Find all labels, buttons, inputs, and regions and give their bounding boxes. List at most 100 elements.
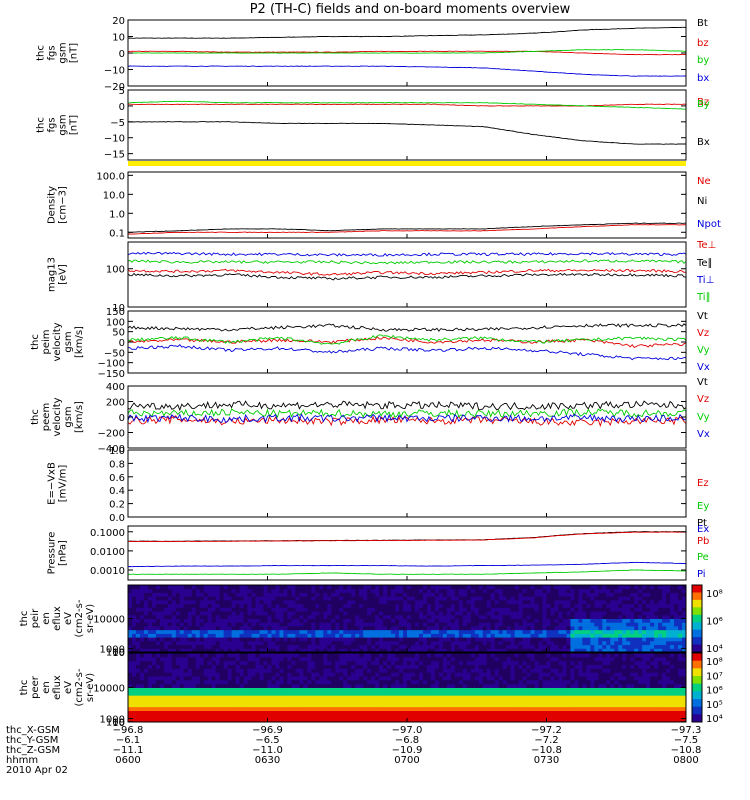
heatmap-cell (578, 603, 583, 608)
heatmap-cell (458, 637, 464, 642)
heatmap-cell (331, 618, 336, 623)
heatmap-cell (395, 629, 400, 634)
heatmap-cell (534, 625, 540, 631)
heatmap-cell (494, 668, 500, 673)
heatmap-cell (239, 653, 245, 658)
heatmap-cell (267, 585, 272, 590)
heatmap-cell (650, 603, 655, 608)
heatmap-cell (363, 672, 368, 677)
heatmap-cell (375, 640, 380, 646)
ylabel-line: [nT] (69, 115, 80, 135)
colorbar-segment (692, 614, 702, 623)
heatmap-cell (594, 596, 599, 601)
heatmap-cell (319, 668, 324, 673)
heatmap-cell (199, 622, 205, 627)
heatmap-cell (391, 679, 396, 685)
heatmap-cell (578, 710, 583, 715)
heatmap-cell (171, 585, 177, 590)
heatmap-cell (339, 664, 344, 669)
heatmap-cell (355, 710, 360, 715)
heatmap-cell (199, 625, 205, 631)
heatmap-cell (195, 596, 201, 601)
heatmap-cell (626, 599, 631, 605)
heatmap-cell (367, 656, 372, 662)
heatmap-cell (622, 614, 627, 619)
heatmap-cell (662, 648, 667, 653)
heatmap-cell (498, 599, 504, 605)
heatmap-cell (331, 607, 336, 612)
heatmap-cell (446, 679, 452, 685)
heatmap-cell (343, 648, 348, 653)
heatmap-cell (195, 653, 201, 658)
heatmap-cell (355, 644, 360, 649)
heatmap-cell (307, 679, 312, 685)
heatmap-cell (199, 603, 205, 608)
heatmap-cell (498, 592, 504, 597)
heatmap-cell (327, 653, 332, 658)
heatmap-cell (295, 702, 300, 708)
heatmap-cell (678, 614, 683, 619)
heatmap-cell (251, 656, 257, 662)
heatmap-cell (450, 603, 456, 608)
heatmap-cell (518, 648, 524, 653)
heatmap-cell (239, 603, 245, 608)
heatmap-cell (283, 699, 288, 704)
heatmap-cell (666, 588, 671, 593)
heatmap-cell (195, 691, 201, 696)
heatmap-cell (514, 718, 520, 723)
heatmap-cell (462, 588, 468, 593)
heatmap-cell (275, 664, 280, 669)
heatmap-cell (458, 679, 464, 685)
heatmap-cell (630, 629, 635, 634)
heatmap-cell (367, 618, 372, 623)
heatmap-cell (602, 706, 607, 711)
heatmap-cell (183, 585, 189, 590)
heatmap-cell (179, 691, 185, 696)
heatmap-cell (682, 611, 687, 616)
heatmap-cell (299, 633, 304, 638)
heatmap-cell (183, 714, 189, 719)
heatmap-cell (542, 664, 547, 669)
heatmap-cell (602, 596, 607, 601)
heatmap-cell (442, 653, 448, 658)
heatmap-cell (263, 592, 268, 597)
heatmap-cell (343, 629, 348, 634)
heatmap-cell (407, 656, 412, 662)
heatmap-cell (638, 629, 643, 634)
heatmap-cell (163, 699, 169, 704)
heatmap-cell (602, 668, 607, 673)
heatmap-cell (526, 596, 532, 601)
heatmap-cell (606, 687, 611, 692)
heatmap-cell (131, 585, 137, 590)
heatmap-cell (630, 592, 635, 597)
ylabel-line: [eV] (58, 264, 69, 285)
heatmap-cell (231, 588, 237, 593)
heatmap-cell (458, 648, 464, 653)
heatmap-cell (498, 588, 504, 593)
heatmap-cell (454, 710, 460, 715)
heatmap-cell (566, 611, 571, 616)
heatmap-cell (562, 633, 567, 638)
heatmap-cell (466, 687, 472, 692)
heatmap-cell (682, 633, 687, 638)
heatmap-cell (486, 607, 492, 612)
heatmap-cell (183, 656, 189, 662)
heatmap-cell (550, 695, 555, 700)
heatmap-cell (163, 611, 169, 616)
heatmap-cell (255, 706, 261, 711)
heatmap-cell (271, 664, 276, 669)
heatmap-cell (339, 625, 344, 631)
heatmap-cell (379, 656, 384, 662)
heatmap-cell (195, 625, 201, 631)
heatmap-cell (323, 710, 328, 715)
heatmap-cell (283, 676, 288, 681)
heatmap-cell (554, 607, 559, 612)
heatmap-cell (403, 706, 408, 711)
heatmap-cell (323, 633, 328, 638)
heatmap-cell (379, 710, 384, 715)
heatmap-cell (255, 660, 261, 665)
heatmap-cell (315, 599, 320, 605)
heatmap-cell (179, 695, 185, 700)
heatmap-cell (291, 710, 296, 715)
heatmap-cell (243, 679, 249, 685)
